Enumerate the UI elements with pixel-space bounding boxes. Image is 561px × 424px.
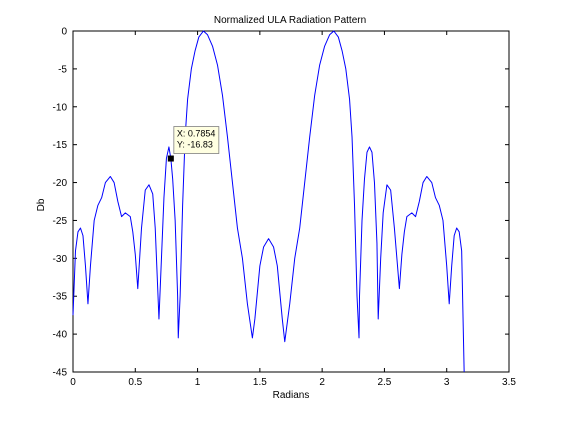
y-tick-label: -40 bbox=[53, 330, 68, 341]
y-tick-label: -45 bbox=[53, 368, 68, 379]
y-tick-label: -25 bbox=[53, 216, 68, 227]
datatip-box[interactable] bbox=[173, 126, 220, 154]
y-tick-label: -20 bbox=[53, 178, 68, 189]
series-line-0 bbox=[72, 30, 465, 373]
y-axis-label: Db bbox=[36, 198, 47, 211]
x-tick-label: 2 bbox=[319, 377, 325, 388]
x-tick-label: 3 bbox=[444, 377, 450, 388]
datatip-text: Y: -16.83 bbox=[177, 140, 213, 150]
y-tick-label: -10 bbox=[53, 102, 68, 113]
x-tick-label: 0 bbox=[70, 377, 76, 388]
x-tick-label: 1.5 bbox=[253, 377, 267, 388]
y-tick-label: 0 bbox=[61, 27, 67, 38]
ticks-layer: 0 0.5 1 1.5 2 2.5 3 3.5 0 -5 -10 -15 -20 -25 -30 -35 -40… bbox=[53, 27, 517, 389]
datatip-text: X: 0.7854 bbox=[177, 129, 216, 139]
datatip-marker[interactable] bbox=[167, 155, 174, 162]
x-tick-label: 3.5 bbox=[502, 377, 516, 388]
y-tick-label: -15 bbox=[53, 140, 68, 151]
chart-title: Normalized ULA Radiation Pattern bbox=[214, 15, 366, 26]
y-tick-label: -30 bbox=[53, 254, 68, 265]
x-tick-label: 2.5 bbox=[377, 377, 391, 388]
plot-area bbox=[72, 30, 510, 373]
x-tick-label: 0.5 bbox=[128, 377, 142, 388]
y-tick-label: -35 bbox=[53, 292, 68, 303]
x-axis-label: Radians bbox=[273, 390, 310, 401]
y-tick-label: -5 bbox=[58, 64, 67, 75]
x-tick-label: 1 bbox=[195, 377, 201, 388]
series-layer bbox=[72, 30, 465, 373]
